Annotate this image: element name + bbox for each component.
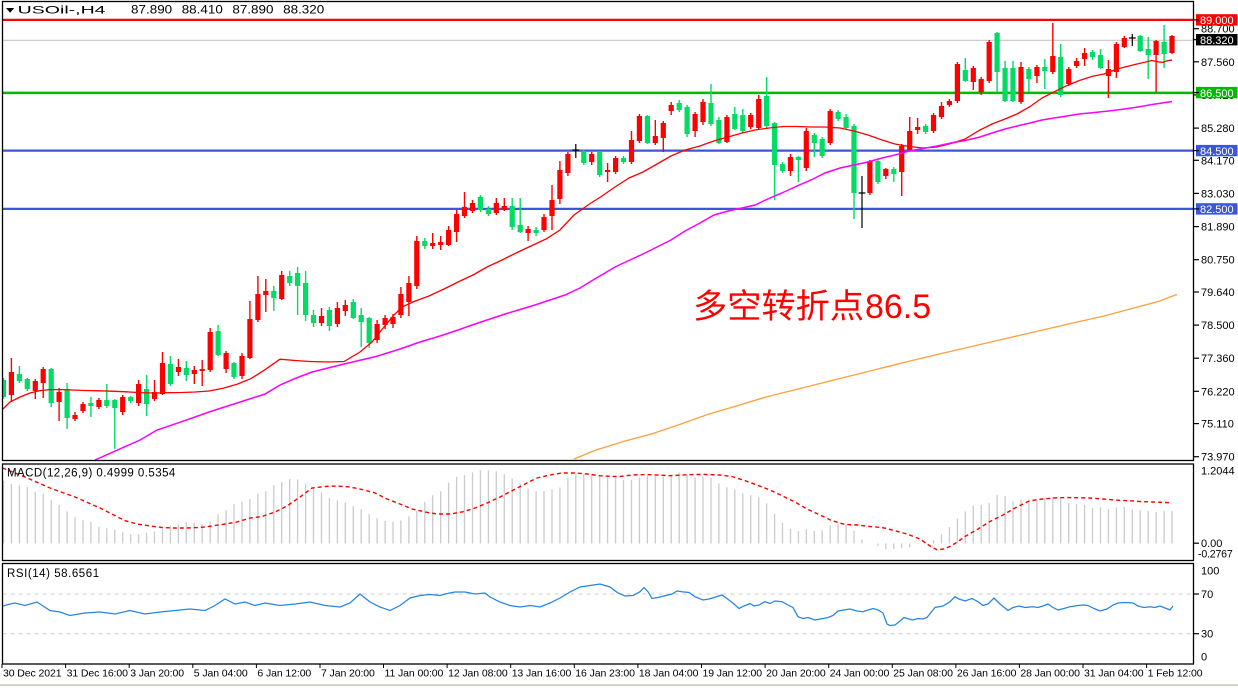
svg-text:12 Jan 08:00: 12 Jan 08:00 [448,668,508,680]
svg-text:28 Jan 00:00: 28 Jan 00:00 [1020,668,1080,680]
svg-text:30 Dec 2021: 30 Dec 2021 [3,668,62,680]
svg-text:MACD(12,26,9) 0.4999 0.5354: MACD(12,26,9) 0.4999 0.5354 [7,468,176,480]
svg-text:70: 70 [1201,589,1213,601]
svg-text:18 Jan 04:00: 18 Jan 04:00 [639,668,699,680]
svg-text:16 Jan 23:00: 16 Jan 23:00 [575,668,635,680]
svg-text:20 Jan 20:00: 20 Jan 20:00 [766,668,826,680]
svg-text:87.890: 87.890 [131,3,172,16]
svg-text:7 Jan 20:00: 7 Jan 20:00 [321,668,375,680]
svg-text:84.170: 84.170 [1201,155,1235,167]
svg-text:-0.2767: -0.2767 [1198,549,1233,561]
svg-text:26 Jan 16:00: 26 Jan 16:00 [957,668,1017,680]
svg-text:81.890: 81.890 [1201,222,1235,234]
svg-text:11 Jan 00:00: 11 Jan 00:00 [385,668,444,680]
svg-text:86.5: 86.5 [865,288,931,326]
svg-text:80.750: 80.750 [1201,255,1235,267]
svg-text:30: 30 [1201,629,1213,641]
svg-text:88.320: 88.320 [1200,35,1234,47]
svg-text:24 Jan 00:00: 24 Jan 00:00 [830,668,890,680]
svg-text:86.500: 86.500 [1200,88,1234,100]
svg-text:RSI(14) 58.6561: RSI(14) 58.6561 [7,568,100,580]
svg-text:87.890: 87.890 [232,3,273,16]
svg-text:31 Jan 04:00: 31 Jan 04:00 [1084,668,1144,680]
svg-text:87.560: 87.560 [1201,57,1235,69]
svg-text:100: 100 [1201,566,1219,578]
svg-text:88.700: 88.700 [1201,24,1235,36]
svg-text:0.00: 0.00 [1201,538,1222,550]
svg-text:88.410: 88.410 [182,3,223,16]
svg-text:USOil-,H4: USOil-,H4 [18,3,106,16]
svg-text:3 Jan 20:00: 3 Jan 20:00 [130,668,184,680]
svg-text:85.280: 85.280 [1201,123,1235,135]
svg-text:6 Jan 12:00: 6 Jan 12:00 [257,668,311,680]
svg-text:78.500: 78.500 [1201,320,1235,332]
svg-text:0: 0 [1201,652,1207,664]
svg-text:5 Jan 04:00: 5 Jan 04:00 [194,668,248,680]
svg-text:73.970: 73.970 [1201,452,1235,464]
svg-text:76.220: 76.220 [1201,386,1235,398]
svg-text:89.000: 89.000 [1200,15,1234,27]
svg-text:1.2044: 1.2044 [1201,466,1235,478]
svg-text:75.110: 75.110 [1201,419,1234,431]
svg-text:79.640: 79.640 [1201,287,1235,299]
svg-text:82.500: 82.500 [1200,204,1234,216]
svg-text:31 Dec 16:00: 31 Dec 16:00 [67,668,129,680]
svg-text:83.030: 83.030 [1201,188,1235,200]
svg-text:88.320: 88.320 [283,3,324,16]
svg-text:25 Jan 08:00: 25 Jan 08:00 [893,668,953,680]
svg-text:19 Jan 12:00: 19 Jan 12:00 [703,668,763,680]
svg-text:77.360: 77.360 [1201,353,1235,365]
svg-text:1 Feb 12:00: 1 Feb 12:00 [1148,668,1203,680]
svg-text:13 Jan 16:00: 13 Jan 16:00 [512,668,572,680]
svg-text:84.500: 84.500 [1200,146,1234,158]
